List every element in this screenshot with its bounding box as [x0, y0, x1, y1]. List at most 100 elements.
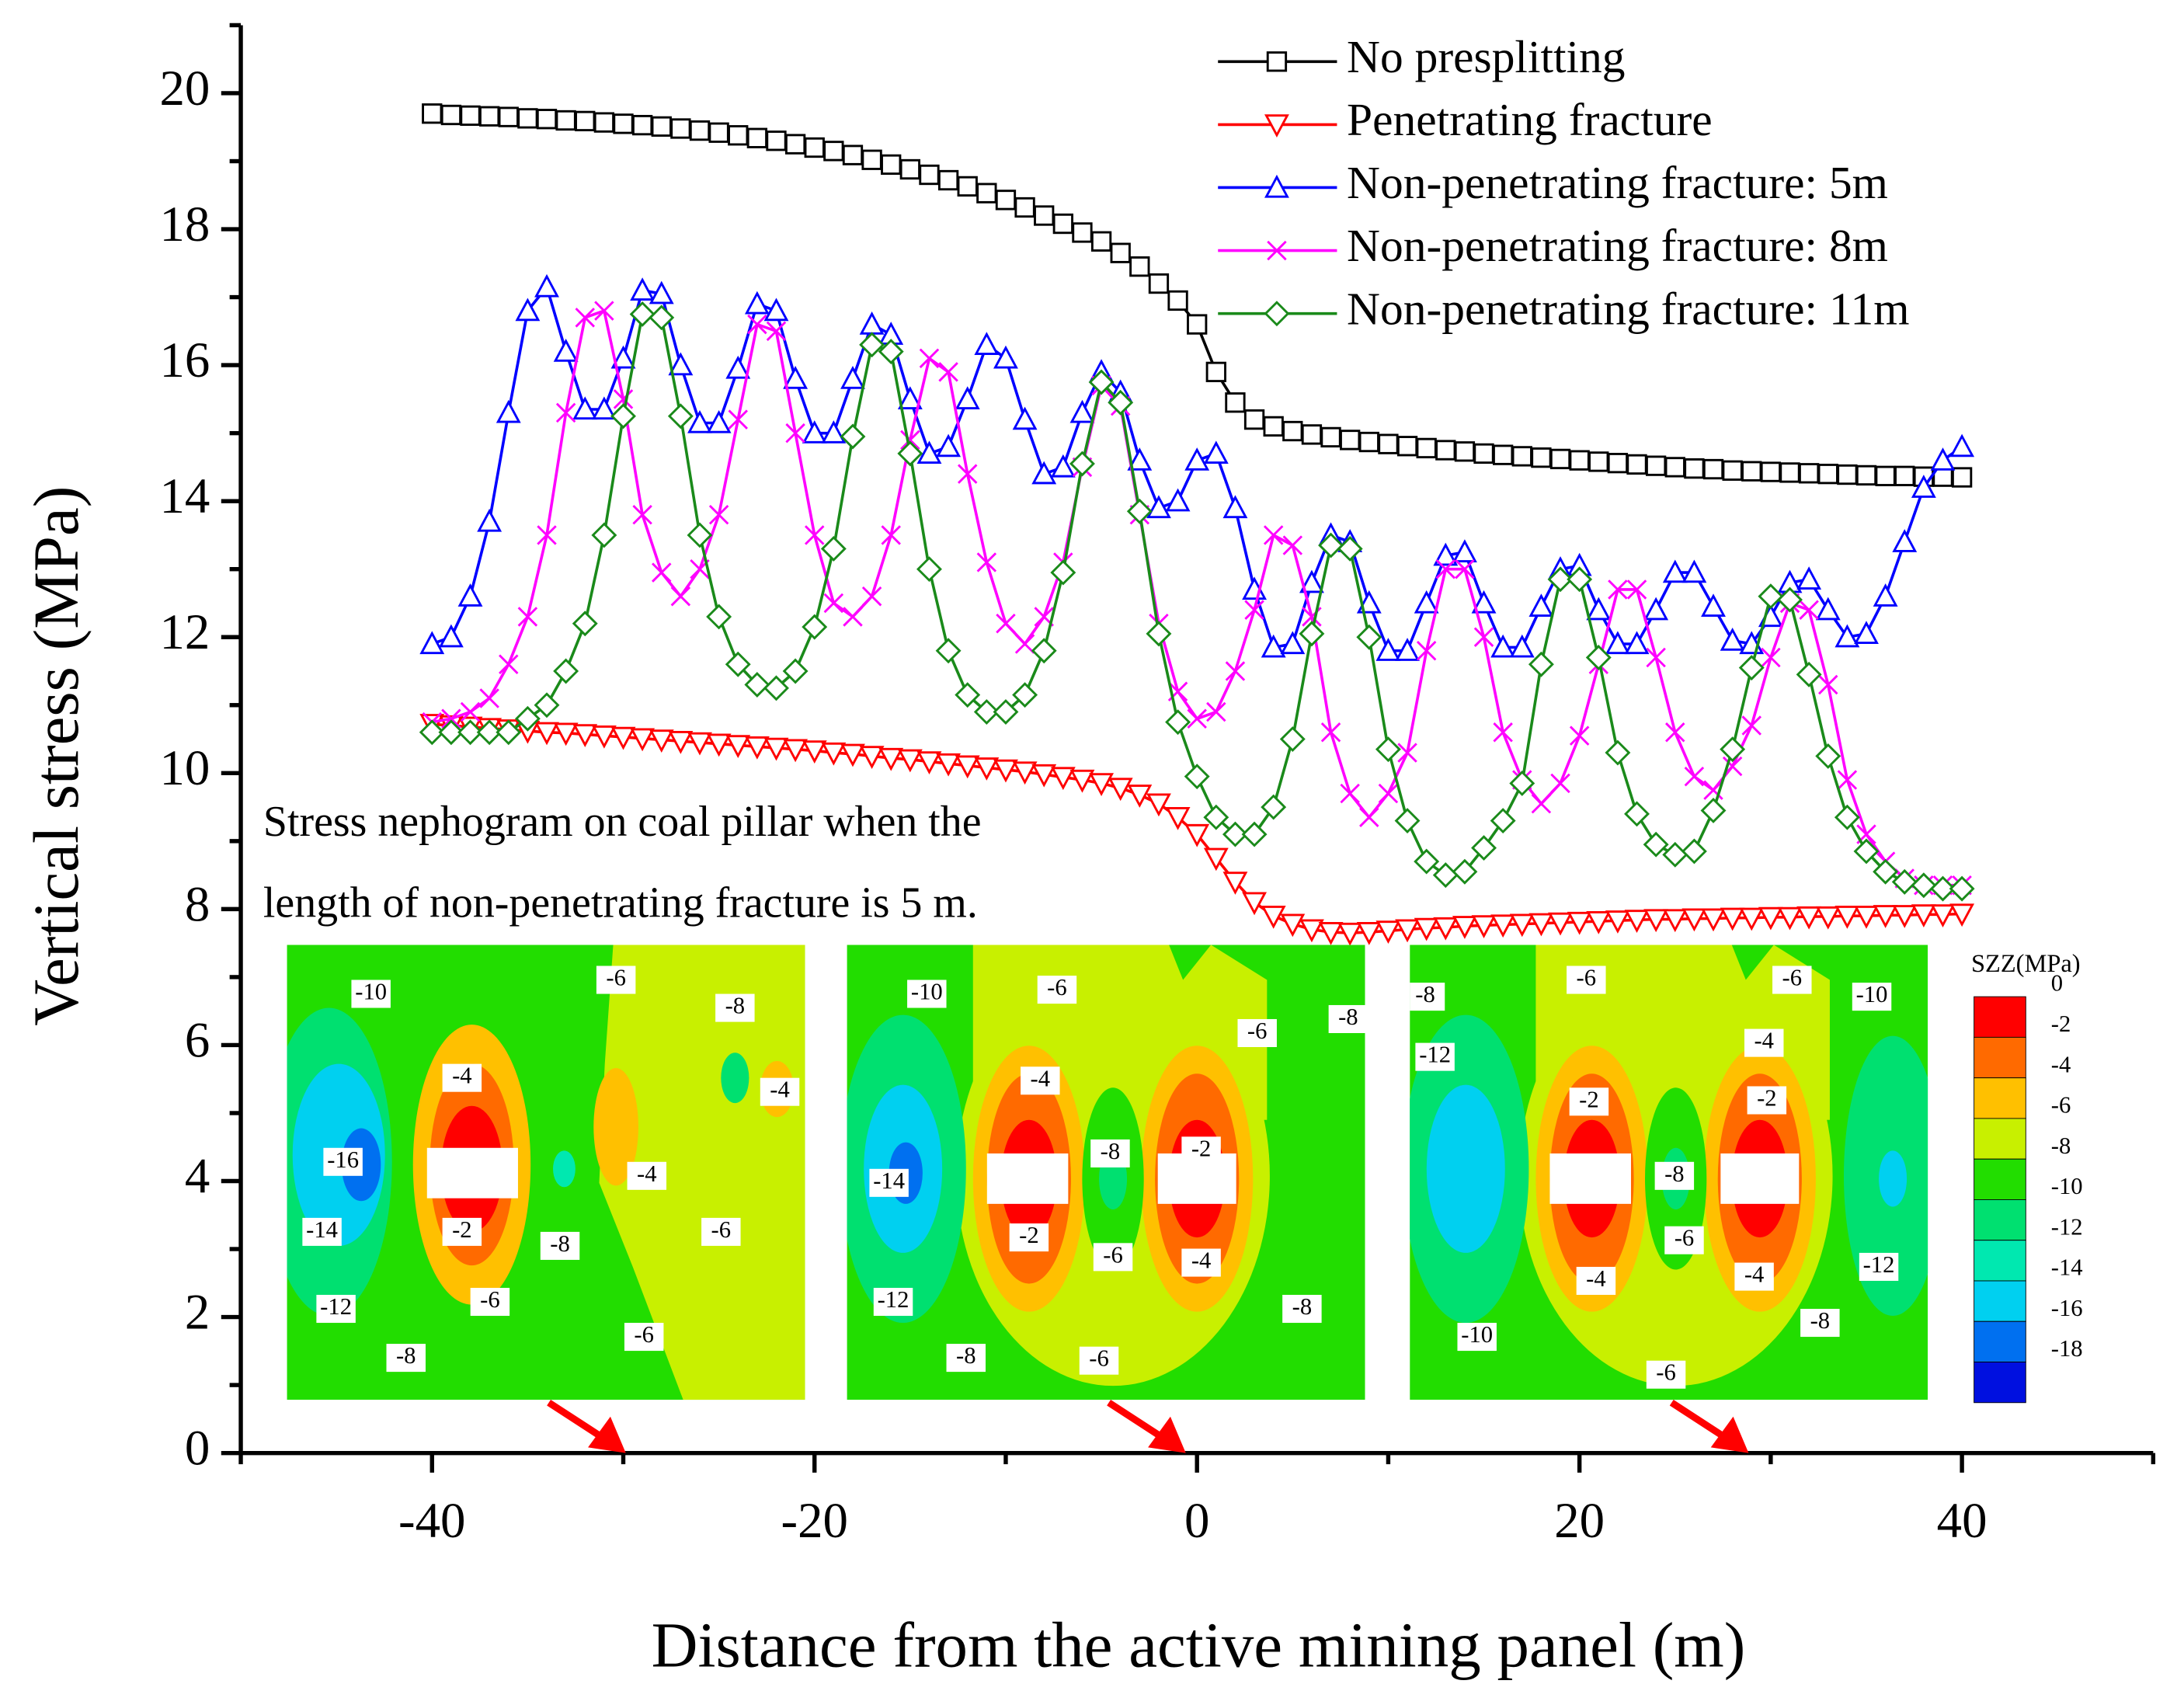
marker [1266, 51, 1288, 72]
marker [553, 722, 579, 746]
contour-label: -8 [396, 1342, 416, 1369]
contour-label-bg [1415, 1042, 1455, 1071]
marker [955, 386, 980, 410]
contour-label: -14 [873, 1167, 905, 1194]
y-tick-label: 10 [160, 740, 210, 796]
marker [1815, 906, 1841, 930]
marker [498, 106, 519, 127]
marker [1567, 911, 1592, 935]
marker [1588, 451, 1609, 472]
contour-label-bg [1852, 983, 1892, 1011]
contour-label: -6 [1656, 1359, 1676, 1386]
marker [668, 352, 694, 376]
marker [955, 682, 981, 708]
colorbar-band [1974, 1362, 2026, 1404]
marker [859, 332, 885, 358]
marker [1490, 808, 1516, 834]
colorbar-label: -18 [2051, 1335, 2083, 1362]
roadway [426, 1147, 518, 1199]
contour-label-bg [1569, 1087, 1609, 1116]
marker [1203, 847, 1229, 872]
marker [1837, 770, 1858, 790]
marker [687, 409, 712, 433]
marker [706, 409, 732, 433]
marker [667, 403, 694, 430]
marker [976, 183, 997, 204]
marker [802, 614, 828, 640]
marker [536, 109, 558, 130]
marker [1605, 631, 1630, 655]
marker [804, 525, 825, 545]
marker [460, 701, 481, 722]
marker [1454, 441, 1476, 462]
marker [1050, 454, 1076, 478]
marker [1146, 621, 1172, 647]
marker [1473, 627, 1494, 647]
marker [881, 154, 902, 176]
marker [859, 746, 885, 769]
marker [974, 757, 1000, 781]
marker [1607, 452, 1629, 474]
marker [555, 402, 576, 423]
marker [1359, 807, 1379, 827]
marker [514, 705, 541, 732]
marker [1301, 424, 1323, 445]
marker [438, 719, 464, 746]
marker [1375, 920, 1401, 944]
marker [1681, 838, 1707, 865]
contour-label: -4 [770, 1077, 790, 1103]
marker [916, 556, 942, 583]
x-axis-title: Distance from the active mining panel (m… [652, 1609, 1746, 1681]
marker [1949, 903, 1975, 927]
marker [840, 743, 865, 767]
contour-label-bg [1181, 1248, 1221, 1277]
marker [1624, 801, 1650, 827]
contour-label: -12 [1863, 1251, 1895, 1278]
y-tick-label: 4 [185, 1148, 210, 1204]
y-tick-label: 12 [160, 604, 210, 660]
contour-label-bg [1744, 1028, 1784, 1057]
marker [1050, 767, 1076, 791]
marker [1681, 908, 1707, 932]
marker [1834, 905, 1860, 929]
marker [744, 672, 770, 698]
colorbar-label: -6 [2051, 1092, 2071, 1119]
x-tick-label: -20 [781, 1493, 847, 1549]
contour-label: -8 [1292, 1293, 1313, 1320]
marker [1509, 634, 1535, 658]
marker [1282, 535, 1303, 555]
contour-label: -8 [1664, 1160, 1685, 1187]
arrow [1107, 1399, 1167, 1442]
marker [1873, 583, 1898, 607]
marker [995, 190, 1017, 210]
marker [746, 127, 768, 148]
contour-label-bg [316, 1294, 356, 1324]
marker [1761, 647, 1781, 668]
marker [613, 389, 634, 409]
marker [1243, 409, 1265, 430]
marker [1129, 256, 1150, 277]
marker [496, 399, 521, 423]
marker [1511, 446, 1532, 467]
colorbar-label: -4 [2051, 1051, 2071, 1077]
marker [630, 277, 656, 301]
marker [1435, 440, 1456, 461]
marker [1549, 448, 1571, 470]
contour-label-bg [1021, 1066, 1060, 1095]
annotation: Stress nephogram on coal pillar when the [263, 798, 982, 846]
marker [457, 719, 483, 746]
marker [1222, 821, 1248, 847]
marker [591, 522, 617, 548]
y-tick-label: 2 [185, 1284, 210, 1340]
marker [1930, 875, 1956, 902]
contour-label-bg [1859, 1252, 1899, 1281]
marker [1854, 905, 1879, 929]
marker [591, 396, 617, 420]
contour-label: -8 [725, 993, 746, 1019]
marker [1854, 621, 1879, 645]
contour-label: -10 [355, 979, 387, 1005]
marker [1206, 701, 1226, 722]
legend-label: Non-penetrating fracture: 5m [1347, 157, 1888, 208]
contour-label-bg [1772, 966, 1812, 994]
marker [575, 308, 595, 328]
